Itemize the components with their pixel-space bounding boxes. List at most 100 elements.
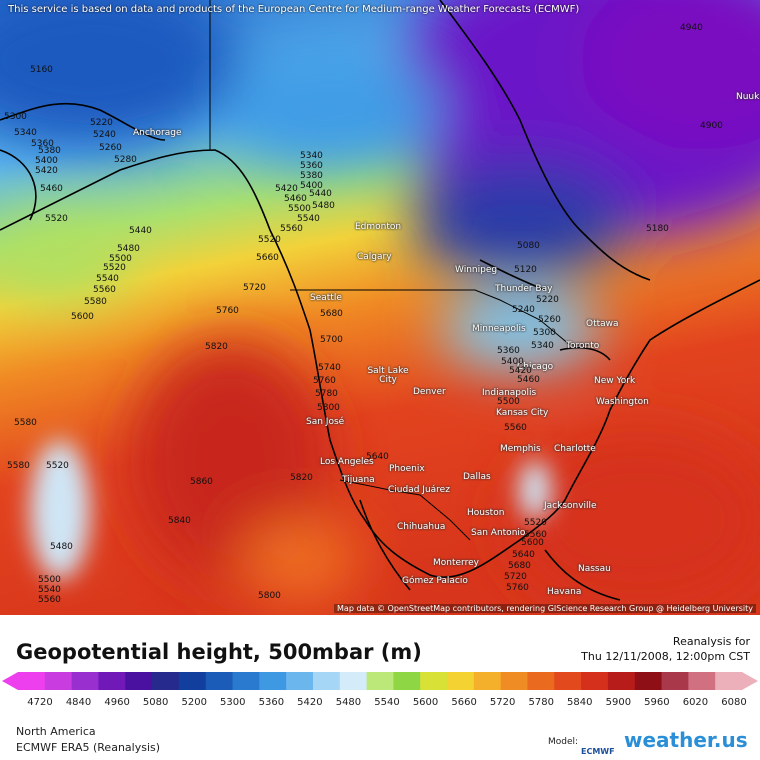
city-label[interactable]: Nuuk	[736, 92, 760, 102]
contour-label: 5360	[31, 139, 54, 149]
map[interactable]: This service is based on data and produc…	[0, 0, 760, 615]
colorbar-swatch	[554, 672, 582, 690]
colorbar-swatch	[339, 672, 368, 690]
contour-label: 5360	[300, 161, 323, 171]
contour-label: 5540	[297, 214, 320, 224]
colorbar-tick-label: 5720	[489, 697, 516, 708]
colorbar-swatch	[205, 672, 234, 690]
contour-label: 5080	[517, 241, 540, 251]
city-label[interactable]: Denver	[413, 387, 446, 397]
contour-label: 5360	[497, 346, 520, 356]
city-label[interactable]: San Antonio	[471, 528, 526, 538]
colorbar-swatch	[125, 672, 153, 690]
city-label[interactable]: Chicago	[517, 362, 554, 372]
contour-label: 5520	[45, 214, 68, 224]
city-label[interactable]: Los Angeles	[320, 457, 374, 467]
contour-label: 5580	[7, 461, 30, 471]
contour-label: 5560	[524, 530, 547, 540]
contour-label: 5480	[312, 201, 335, 211]
city-label[interactable]: Ciudad Juárez	[388, 485, 450, 495]
colorbar-tick-label: 5840	[567, 697, 593, 708]
notice: This service is based on data and produc…	[8, 4, 580, 15]
attribution: Map data © OpenStreetMap contributors, r…	[334, 604, 756, 613]
city-label[interactable]: Calgary	[357, 252, 392, 262]
contour-label: 5400	[35, 156, 58, 166]
city-label[interactable]: Dallas	[463, 472, 491, 482]
colorbar-swatch	[2, 672, 18, 690]
contour-label: 5520	[258, 235, 281, 245]
contour-label: 5760	[313, 376, 336, 386]
contour-label: 5760	[506, 583, 529, 593]
city-label[interactable]: New York	[594, 376, 636, 386]
city-label[interactable]: Winnipeg	[455, 265, 498, 275]
city-label[interactable]: Phoenix	[389, 464, 425, 474]
contour-label: 5760	[216, 306, 239, 316]
city-label[interactable]: Seattle	[310, 293, 342, 303]
city-label[interactable]: Monterrey	[433, 558, 479, 568]
title: Geopotential height, 500mbar (m)	[16, 640, 422, 664]
city-label[interactable]: Jacksonville	[544, 501, 597, 511]
contour-label: 5400	[300, 181, 323, 191]
contour-label: 5300	[533, 328, 556, 338]
contour-label: 5420	[509, 366, 532, 376]
contour-label: 5160	[30, 65, 53, 75]
city-label[interactable]: Chihuahua	[397, 522, 446, 532]
city-label[interactable]: Houston	[467, 508, 505, 518]
colorbar-swatch	[661, 672, 689, 690]
city-label[interactable]: Thunder Bay	[495, 284, 553, 294]
colorbar-tick-label: 5540	[374, 697, 400, 708]
colorbar-tick-label: 5900	[605, 697, 632, 708]
city-label[interactable]: Minneapolis	[472, 324, 526, 334]
city-label[interactable]: Kansas City	[496, 408, 549, 418]
contour-label: 5300	[4, 112, 27, 122]
colorbar-tick-label: 5600	[412, 697, 439, 708]
region: North America	[16, 725, 96, 738]
city-label[interactable]: Salt Lake City	[367, 366, 409, 385]
brand-logo[interactable]: weather.us	[624, 728, 748, 752]
contour-label: 5800	[258, 591, 281, 601]
city-label[interactable]: Ottawa	[586, 319, 619, 329]
coastline	[0, 0, 760, 601]
contour-label: 5820	[205, 342, 228, 352]
city-label[interactable]: Indianapolis	[482, 388, 537, 398]
contour-label: 5280	[114, 155, 137, 165]
contour-label: 5460	[284, 194, 307, 204]
colorbar-swatch	[607, 672, 636, 690]
city-label[interactable]: Toronto	[566, 341, 600, 351]
contour-label: 5560	[504, 423, 527, 433]
contour-label: 5840	[168, 516, 191, 526]
city-label[interactable]: San José	[306, 417, 345, 427]
valid-time: Thu 12/11/2008, 12:00pm CST	[581, 650, 750, 663]
colorbar-swatch	[634, 672, 663, 690]
colorbar-tick-label: 4840	[65, 697, 92, 708]
city-label[interactable]: Tijuana	[342, 475, 375, 485]
contour-label: 5820	[290, 473, 313, 483]
colorbar-swatch	[98, 672, 126, 690]
colorbar-swatch	[500, 672, 528, 690]
city-label[interactable]: Nassau	[578, 564, 611, 574]
contour-label: 5680	[508, 561, 531, 571]
contour-label: 5260	[538, 315, 561, 325]
colorbar-swatch	[152, 672, 180, 690]
city-label[interactable]: Charlotte	[554, 444, 596, 454]
contour-label: 5860	[190, 477, 213, 487]
city-label[interactable]: Anchorage	[133, 128, 182, 138]
colorbar-swatch	[71, 672, 99, 690]
city-label[interactable]: Gómez Palacio	[402, 576, 468, 586]
colorbar-tick-label: 5780	[528, 697, 554, 708]
contour-label: 5380	[38, 146, 61, 156]
contour-label: 5720	[504, 572, 527, 582]
city-label[interactable]: Washington	[596, 397, 649, 407]
city-label[interactable]: Memphis	[500, 444, 541, 454]
colorbar-swatch	[581, 672, 609, 690]
contour-label: 5800	[317, 403, 340, 413]
colorbar-tick-label: 5080	[142, 697, 169, 708]
colorbar	[2, 672, 758, 690]
city-label[interactable]: Edmonton	[355, 222, 402, 232]
city-label[interactable]: Havana	[547, 587, 582, 597]
colorbar-swatch	[178, 672, 207, 690]
colorbar-tick-label: 4960	[104, 697, 130, 708]
contour-label: 5740	[318, 363, 341, 373]
contour-label: 5460	[517, 375, 540, 385]
